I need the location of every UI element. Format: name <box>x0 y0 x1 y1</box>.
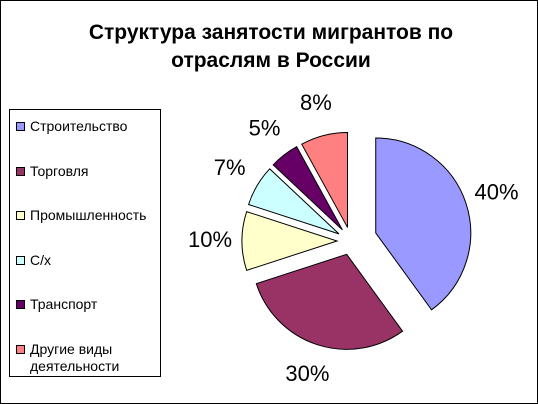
legend-swatch <box>16 211 25 220</box>
pie-slice <box>255 253 404 350</box>
data-label: 8% <box>300 90 332 115</box>
data-label: 7% <box>214 155 246 180</box>
pie-slice <box>301 131 349 228</box>
pie-slice <box>241 211 339 271</box>
legend-swatch <box>16 344 25 354</box>
chart-title: Структура занятости мигрантов по отрасля… <box>88 21 454 72</box>
legend-label: Транспорт <box>30 296 98 312</box>
legend-label: Торговля <box>30 162 89 179</box>
legend: Строительство Торговля Промышленность С/х Тр… <box>9 109 161 377</box>
legend-label: С/х <box>30 251 51 268</box>
pie-slice <box>247 168 340 235</box>
data-label: 30% <box>285 361 329 386</box>
legend-label: Промышленность <box>30 207 147 223</box>
data-label: 40% <box>474 180 518 205</box>
legend-swatch <box>16 255 25 265</box>
pie-slice <box>375 137 472 311</box>
legend-swatch <box>16 166 25 176</box>
legend-label: Другие виды деятельности <box>30 340 120 374</box>
legend-swatch <box>16 300 25 309</box>
legend-swatch <box>16 122 25 131</box>
pie-slice <box>272 146 343 231</box>
data-label: 10% <box>188 227 232 252</box>
legend-label: Строительство <box>30 118 128 134</box>
data-label: 5% <box>249 115 281 140</box>
